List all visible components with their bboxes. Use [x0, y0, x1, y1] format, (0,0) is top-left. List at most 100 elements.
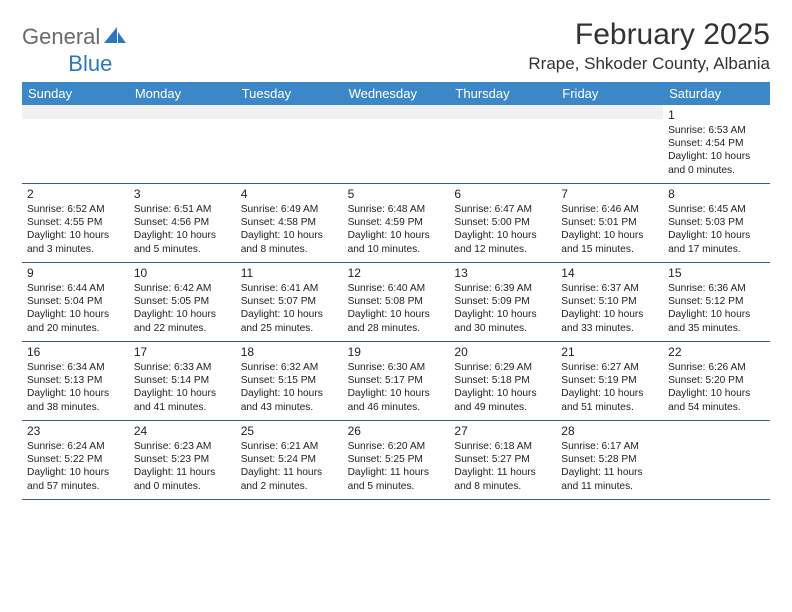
daylight-text: Daylight: 11 hours and 11 minutes. [561, 466, 658, 492]
week-row: 9Sunrise: 6:44 AMSunset: 5:04 PMDaylight… [22, 262, 770, 341]
day-cell: 24Sunrise: 6:23 AMSunset: 5:23 PMDayligh… [129, 421, 236, 499]
day-cell: 14Sunrise: 6:37 AMSunset: 5:10 PMDayligh… [556, 263, 663, 341]
sunrise-text: Sunrise: 6:24 AM [27, 440, 124, 453]
daylight-text: Daylight: 10 hours and 46 minutes. [348, 387, 445, 413]
sunrise-text: Sunrise: 6:29 AM [454, 361, 551, 374]
daylight-text: Daylight: 10 hours and 15 minutes. [561, 229, 658, 255]
sunrise-text: Sunrise: 6:44 AM [27, 282, 124, 295]
day-number: 12 [348, 266, 445, 281]
week-row: 23Sunrise: 6:24 AMSunset: 5:22 PMDayligh… [22, 420, 770, 500]
sunrise-text: Sunrise: 6:42 AM [134, 282, 231, 295]
calendar: Sunday Monday Tuesday Wednesday Thursday… [22, 82, 770, 500]
title-block: February 2025 Rrape, Shkoder County, Alb… [528, 18, 770, 74]
day-number: 2 [27, 187, 124, 202]
sunrise-text: Sunrise: 6:37 AM [561, 282, 658, 295]
sunset-text: Sunset: 4:54 PM [668, 137, 765, 150]
day-header: Thursday [449, 82, 556, 105]
day-number: 25 [241, 424, 338, 439]
day-cell: 11Sunrise: 6:41 AMSunset: 5:07 PMDayligh… [236, 263, 343, 341]
sunset-text: Sunset: 5:10 PM [561, 295, 658, 308]
day-cell [22, 105, 129, 119]
sunrise-text: Sunrise: 6:17 AM [561, 440, 658, 453]
day-cell: 12Sunrise: 6:40 AMSunset: 5:08 PMDayligh… [343, 263, 450, 341]
day-header: Tuesday [236, 82, 343, 105]
sunrise-text: Sunrise: 6:21 AM [241, 440, 338, 453]
sunrise-text: Sunrise: 6:51 AM [134, 203, 231, 216]
calendar-page: General Blue February 2025 Rrape, Shkode… [0, 0, 792, 518]
daylight-text: Daylight: 10 hours and 20 minutes. [27, 308, 124, 334]
daylight-text: Daylight: 10 hours and 25 minutes. [241, 308, 338, 334]
logo-text-blue: Blue [68, 51, 112, 77]
day-number: 26 [348, 424, 445, 439]
day-cell [663, 421, 770, 499]
day-cell: 25Sunrise: 6:21 AMSunset: 5:24 PMDayligh… [236, 421, 343, 499]
daylight-text: Daylight: 11 hours and 2 minutes. [241, 466, 338, 492]
sunrise-text: Sunrise: 6:48 AM [348, 203, 445, 216]
logo: General Blue [22, 24, 128, 50]
sunset-text: Sunset: 5:28 PM [561, 453, 658, 466]
sunrise-text: Sunrise: 6:49 AM [241, 203, 338, 216]
day-header: Monday [129, 82, 236, 105]
sunset-text: Sunset: 5:05 PM [134, 295, 231, 308]
sunset-text: Sunset: 4:59 PM [348, 216, 445, 229]
day-number: 24 [134, 424, 231, 439]
daylight-text: Daylight: 10 hours and 33 minutes. [561, 308, 658, 334]
day-number: 16 [27, 345, 124, 360]
daylight-text: Daylight: 11 hours and 0 minutes. [134, 466, 231, 492]
logo-sail-icon [104, 26, 126, 49]
day-cell: 13Sunrise: 6:39 AMSunset: 5:09 PMDayligh… [449, 263, 556, 341]
daylight-text: Daylight: 10 hours and 54 minutes. [668, 387, 765, 413]
week-row: 2Sunrise: 6:52 AMSunset: 4:55 PMDaylight… [22, 183, 770, 262]
sunset-text: Sunset: 5:17 PM [348, 374, 445, 387]
sunset-text: Sunset: 5:24 PM [241, 453, 338, 466]
daylight-text: Daylight: 10 hours and 0 minutes. [668, 150, 765, 176]
day-cell: 21Sunrise: 6:27 AMSunset: 5:19 PMDayligh… [556, 342, 663, 420]
daylight-text: Daylight: 10 hours and 38 minutes. [27, 387, 124, 413]
sunrise-text: Sunrise: 6:45 AM [668, 203, 765, 216]
sunset-text: Sunset: 5:01 PM [561, 216, 658, 229]
day-cell [556, 105, 663, 119]
sunset-text: Sunset: 5:27 PM [454, 453, 551, 466]
day-cell: 19Sunrise: 6:30 AMSunset: 5:17 PMDayligh… [343, 342, 450, 420]
daylight-text: Daylight: 10 hours and 8 minutes. [241, 229, 338, 255]
day-header-row: Sunday Monday Tuesday Wednesday Thursday… [22, 82, 770, 105]
sunset-text: Sunset: 5:25 PM [348, 453, 445, 466]
day-number: 7 [561, 187, 658, 202]
sunset-text: Sunset: 5:08 PM [348, 295, 445, 308]
sunrise-text: Sunrise: 6:34 AM [27, 361, 124, 374]
daylight-text: Daylight: 10 hours and 3 minutes. [27, 229, 124, 255]
sunset-text: Sunset: 5:14 PM [134, 374, 231, 387]
sunset-text: Sunset: 5:18 PM [454, 374, 551, 387]
day-cell: 10Sunrise: 6:42 AMSunset: 5:05 PMDayligh… [129, 263, 236, 341]
sunrise-text: Sunrise: 6:20 AM [348, 440, 445, 453]
daylight-text: Daylight: 10 hours and 30 minutes. [454, 308, 551, 334]
daylight-text: Daylight: 10 hours and 49 minutes. [454, 387, 551, 413]
sunset-text: Sunset: 5:13 PM [27, 374, 124, 387]
day-cell: 17Sunrise: 6:33 AMSunset: 5:14 PMDayligh… [129, 342, 236, 420]
day-cell: 3Sunrise: 6:51 AMSunset: 4:56 PMDaylight… [129, 184, 236, 262]
day-cell [129, 105, 236, 119]
day-number: 15 [668, 266, 765, 281]
day-cell: 9Sunrise: 6:44 AMSunset: 5:04 PMDaylight… [22, 263, 129, 341]
daylight-text: Daylight: 10 hours and 57 minutes. [27, 466, 124, 492]
day-header: Friday [556, 82, 663, 105]
day-number: 13 [454, 266, 551, 281]
daylight-text: Daylight: 10 hours and 51 minutes. [561, 387, 658, 413]
day-header: Sunday [22, 82, 129, 105]
sunset-text: Sunset: 5:09 PM [454, 295, 551, 308]
logo-text-general: General [22, 24, 100, 50]
location: Rrape, Shkoder County, Albania [528, 54, 770, 74]
day-cell: 2Sunrise: 6:52 AMSunset: 4:55 PMDaylight… [22, 184, 129, 262]
day-header: Wednesday [343, 82, 450, 105]
daylight-text: Daylight: 10 hours and 12 minutes. [454, 229, 551, 255]
day-cell: 18Sunrise: 6:32 AMSunset: 5:15 PMDayligh… [236, 342, 343, 420]
sunrise-text: Sunrise: 6:41 AM [241, 282, 338, 295]
daylight-text: Daylight: 10 hours and 43 minutes. [241, 387, 338, 413]
sunset-text: Sunset: 5:23 PM [134, 453, 231, 466]
sunset-text: Sunset: 4:55 PM [27, 216, 124, 229]
day-number: 18 [241, 345, 338, 360]
day-number: 4 [241, 187, 338, 202]
sunset-text: Sunset: 5:15 PM [241, 374, 338, 387]
day-number: 11 [241, 266, 338, 281]
sunset-text: Sunset: 5:03 PM [668, 216, 765, 229]
